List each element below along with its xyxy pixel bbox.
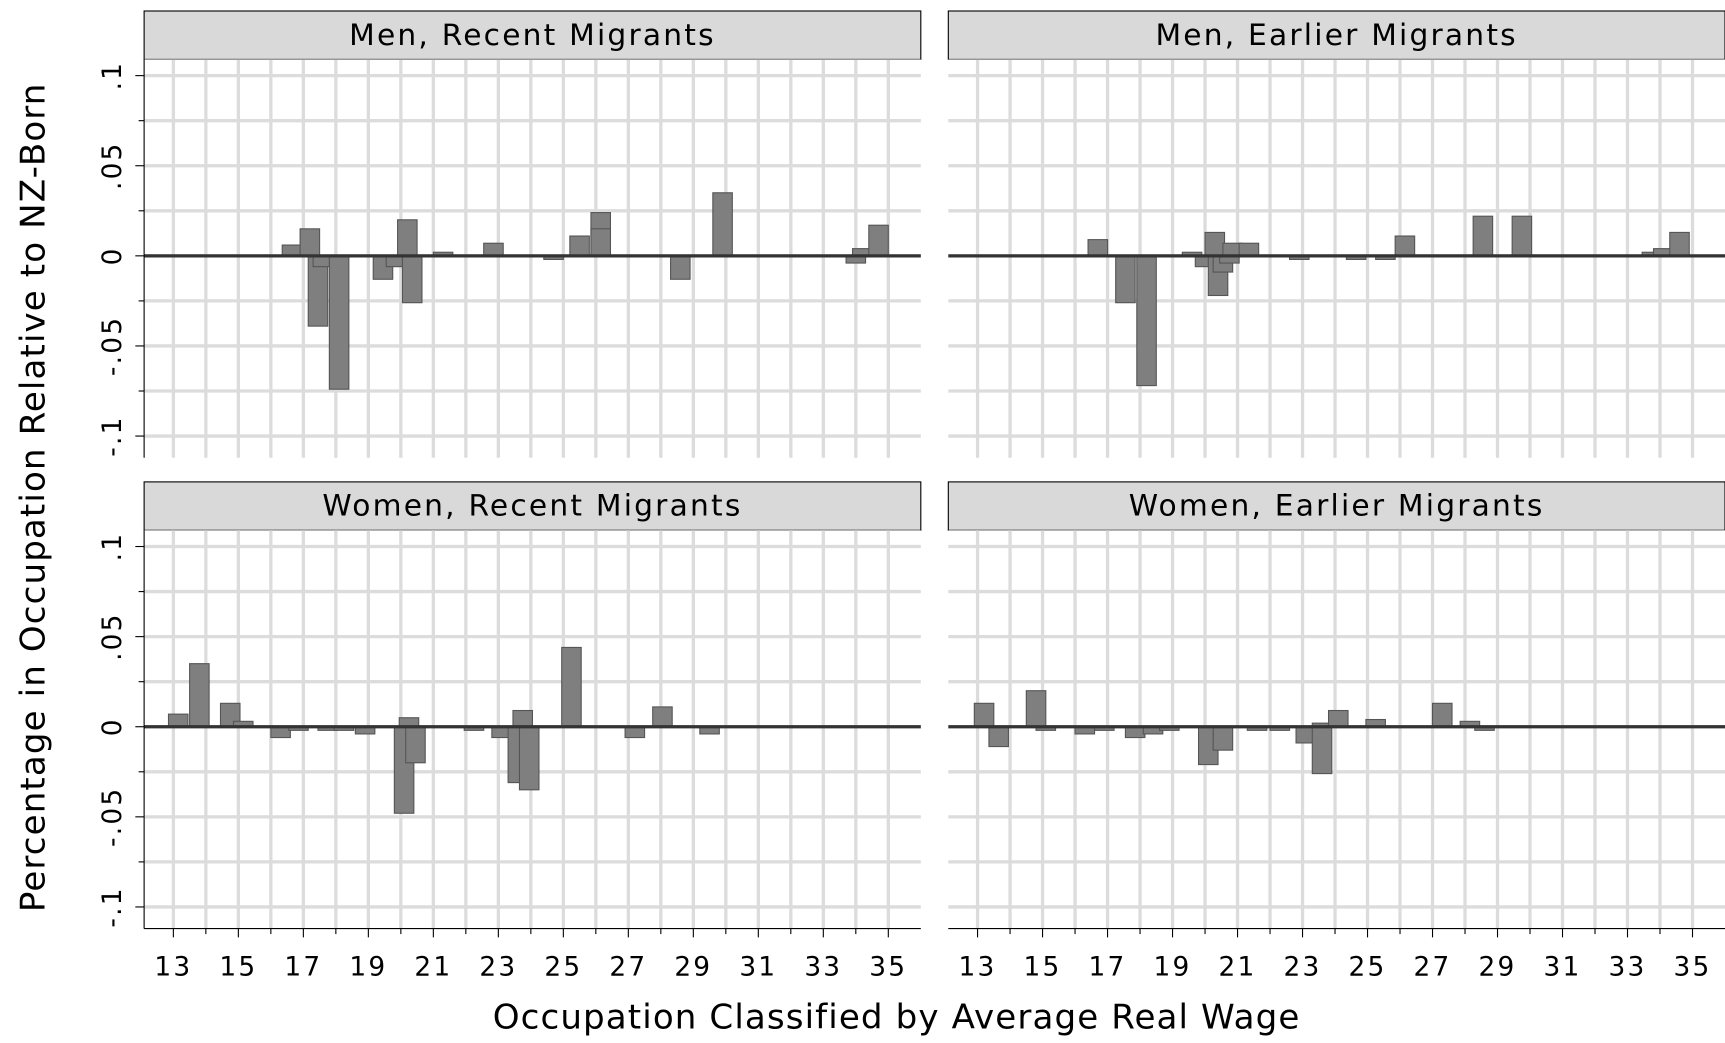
strip (143, 10, 922, 60)
panel-title: Men, Earlier Migrants (1155, 18, 1517, 53)
bar (483, 242, 504, 257)
y-tick-label: .05 (97, 612, 128, 661)
y-tick-label: .1 (97, 61, 128, 91)
x-tick-label: 35 (1674, 952, 1712, 983)
y-tick-label: -.1 (97, 886, 128, 927)
x-axis-title: Occupation Classified by Average Real Wa… (493, 997, 1301, 1037)
bar (973, 702, 995, 728)
bar (1472, 215, 1494, 257)
bar (868, 224, 889, 257)
bar (328, 255, 350, 390)
bar (397, 219, 418, 257)
y-tick-label: .05 (97, 141, 128, 190)
x-tick-label: 31 (1544, 952, 1582, 983)
y-tick-label: 0 (97, 246, 128, 265)
bar (1669, 231, 1690, 257)
x-tick-label: 33 (804, 952, 842, 983)
bar (1115, 255, 1136, 304)
bar (299, 228, 321, 257)
strip (947, 10, 1725, 60)
x-tick-label: 15 (1024, 952, 1062, 983)
x-tick-label: 23 (1284, 952, 1322, 983)
bar (512, 709, 534, 728)
bar (590, 228, 612, 257)
panel-title: Men, Recent Migrants (349, 18, 716, 53)
bar (1212, 726, 1234, 751)
bar (1394, 235, 1416, 257)
bar (401, 255, 423, 304)
x-tick-label: 27 (1414, 952, 1452, 983)
x-tick-label: 33 (1609, 952, 1647, 983)
bar (569, 235, 590, 257)
x-tick-label: 25 (544, 952, 582, 983)
strip (143, 481, 922, 531)
bar (189, 663, 210, 728)
bar (1431, 702, 1453, 728)
x-tick-label: 21 (414, 952, 452, 983)
y-axis-title: Percentage in Occupation Relative to NZ-… (14, 82, 54, 912)
bar (1238, 242, 1260, 257)
bar (712, 192, 733, 257)
x-tick-label: 17 (1089, 952, 1127, 983)
panel-title: Women, Recent Migrants (322, 489, 742, 524)
bar (1327, 709, 1349, 728)
x-tick-label: 13 (959, 952, 997, 983)
bar (1511, 215, 1533, 257)
bar (405, 726, 426, 764)
bar (167, 713, 189, 728)
y-tick-label: -.05 (97, 316, 128, 376)
bar (561, 646, 582, 728)
panel-title: Women, Earlier Migrants (1129, 489, 1545, 524)
x-tick-label: 27 (609, 952, 647, 983)
bar (670, 255, 691, 280)
y-tick-label: -.1 (97, 415, 128, 456)
x-tick-label: 31 (739, 952, 777, 983)
x-tick-label: 15 (219, 952, 257, 983)
bar (1087, 239, 1109, 257)
x-tick-label: 13 (154, 952, 192, 983)
x-tick-label: 17 (284, 952, 322, 983)
y-tick-label: -.05 (97, 787, 128, 847)
strip (947, 481, 1725, 531)
x-tick-label: 19 (1154, 952, 1192, 983)
bar (1136, 255, 1157, 387)
bar (652, 706, 673, 728)
y-tick-label: 0 (97, 717, 128, 736)
bar (1311, 726, 1333, 775)
x-tick-label: 21 (1219, 952, 1257, 983)
x-tick-label: 19 (349, 952, 387, 983)
x-tick-label: 23 (479, 952, 517, 983)
x-tick-label: 25 (1349, 952, 1387, 983)
x-tick-label: 29 (1479, 952, 1517, 983)
bar (518, 726, 540, 791)
x-tick-label: 29 (674, 952, 712, 983)
x-tick-label: 35 (869, 952, 907, 983)
bar (1204, 231, 1226, 257)
bar (1025, 690, 1047, 728)
y-tick-label: .1 (97, 532, 128, 562)
bar (988, 726, 1009, 748)
